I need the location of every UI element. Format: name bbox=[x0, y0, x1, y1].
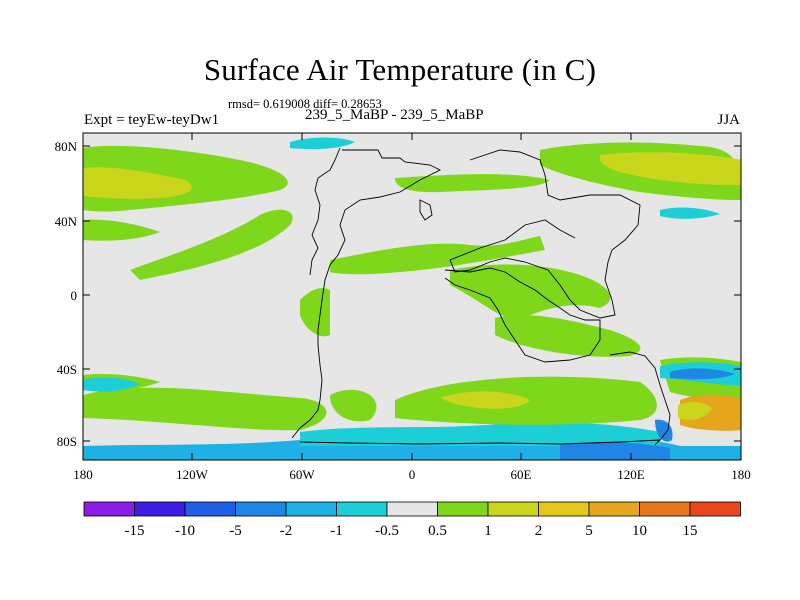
north-pacific-yellow bbox=[83, 167, 192, 199]
axis-ticks bbox=[83, 133, 741, 460]
colorbar-box bbox=[437, 501, 489, 517]
colorbar-label: 2 bbox=[535, 523, 543, 539]
colorbar-label: -5 bbox=[229, 523, 242, 539]
indian-yellow-patch bbox=[440, 391, 530, 409]
colorbar-label: 15 bbox=[683, 523, 698, 539]
colorbar-box bbox=[235, 501, 287, 517]
runs-label: 239_5_MaBP - 239_5_MaBP bbox=[305, 107, 484, 123]
season-label: JJA bbox=[717, 112, 740, 128]
antarctica-outline bbox=[299, 439, 661, 445]
colorbar-box bbox=[588, 501, 640, 517]
eurasia-outline bbox=[449, 149, 641, 319]
colorbar bbox=[83, 501, 741, 517]
colorbar-box bbox=[538, 501, 590, 517]
colorbar-box bbox=[134, 501, 186, 517]
australia-east-yellow bbox=[678, 402, 712, 420]
stats-line: rmsd= 0.619008 diff= 0.28653 bbox=[228, 97, 382, 111]
americas-outline bbox=[291, 147, 442, 439]
indian-ocean-green bbox=[495, 315, 641, 357]
colorbar-label: -0.5 bbox=[375, 523, 399, 539]
antarctic-cyan-band bbox=[300, 422, 660, 446]
pacific-south-green bbox=[83, 219, 160, 241]
western-hemisphere-green bbox=[300, 288, 330, 337]
continent-outlines bbox=[291, 147, 671, 446]
colorbar-label: 5 bbox=[585, 523, 593, 539]
southern-green-band bbox=[83, 387, 327, 431]
africa-outline bbox=[444, 267, 601, 363]
lat-label-40s: 40S bbox=[57, 362, 77, 377]
map-field bbox=[83, 133, 741, 460]
arctic-russia-yellow bbox=[599, 152, 741, 186]
greenland-outline bbox=[419, 199, 433, 221]
colorbar-label: 10 bbox=[632, 523, 647, 539]
west-pacific-cyan bbox=[83, 377, 140, 392]
colorbar-box bbox=[83, 501, 135, 517]
antarctic-blue-patch bbox=[560, 442, 670, 460]
colorbar-box bbox=[487, 501, 539, 517]
lon-label-120w: 120W bbox=[176, 467, 209, 482]
lat-label-80s: 80S bbox=[57, 434, 77, 449]
colorbar-labels: -15 -10 -5 -2 -1 -0.5 0.5 1 2 5 10 15 bbox=[125, 523, 698, 539]
experiment-label: Expt = teyEw-teyDw1 bbox=[84, 112, 220, 128]
colorbar-label: -1 bbox=[330, 523, 343, 539]
colorbar-box bbox=[386, 501, 438, 517]
colorbar-label: -2 bbox=[280, 523, 293, 539]
colorbar-label: -15 bbox=[125, 523, 145, 539]
lon-label-60e: 60E bbox=[511, 467, 532, 482]
plot-title: Surface Air Temperature (in C) bbox=[203, 52, 597, 87]
australia-blue-edge bbox=[655, 419, 673, 442]
atlantic-green bbox=[330, 236, 545, 275]
colorbar-box bbox=[285, 501, 337, 517]
lon-label-60w: 60W bbox=[289, 467, 315, 482]
lat-label-40n: 40N bbox=[55, 214, 78, 229]
lon-label-120e: 120E bbox=[617, 467, 645, 482]
lon-label-180e: 180 bbox=[731, 467, 751, 482]
colorbar-box bbox=[639, 501, 691, 517]
colorbar-box bbox=[336, 501, 388, 517]
lat-label-80n: 80N bbox=[55, 139, 78, 154]
east-pacific-blue bbox=[670, 368, 735, 380]
colorbar-box bbox=[184, 501, 236, 517]
colorbar-label: -10 bbox=[175, 523, 195, 539]
pacific-tropical-green bbox=[130, 209, 293, 280]
lon-label-180w: 180 bbox=[73, 467, 93, 482]
lon-label-0: 0 bbox=[409, 467, 416, 482]
africa-india-green bbox=[450, 264, 611, 320]
colorbar-label: 0.5 bbox=[428, 523, 447, 539]
north-atlantic-green bbox=[395, 174, 550, 193]
lat-label-0: 0 bbox=[71, 288, 78, 303]
south-atlantic-green bbox=[330, 389, 377, 422]
colorbar-box bbox=[689, 501, 741, 517]
colorbar-label: 1 bbox=[484, 523, 492, 539]
siberia-cyan bbox=[660, 207, 720, 219]
arctic-cyan bbox=[290, 137, 355, 150]
australia-outline bbox=[609, 351, 671, 446]
